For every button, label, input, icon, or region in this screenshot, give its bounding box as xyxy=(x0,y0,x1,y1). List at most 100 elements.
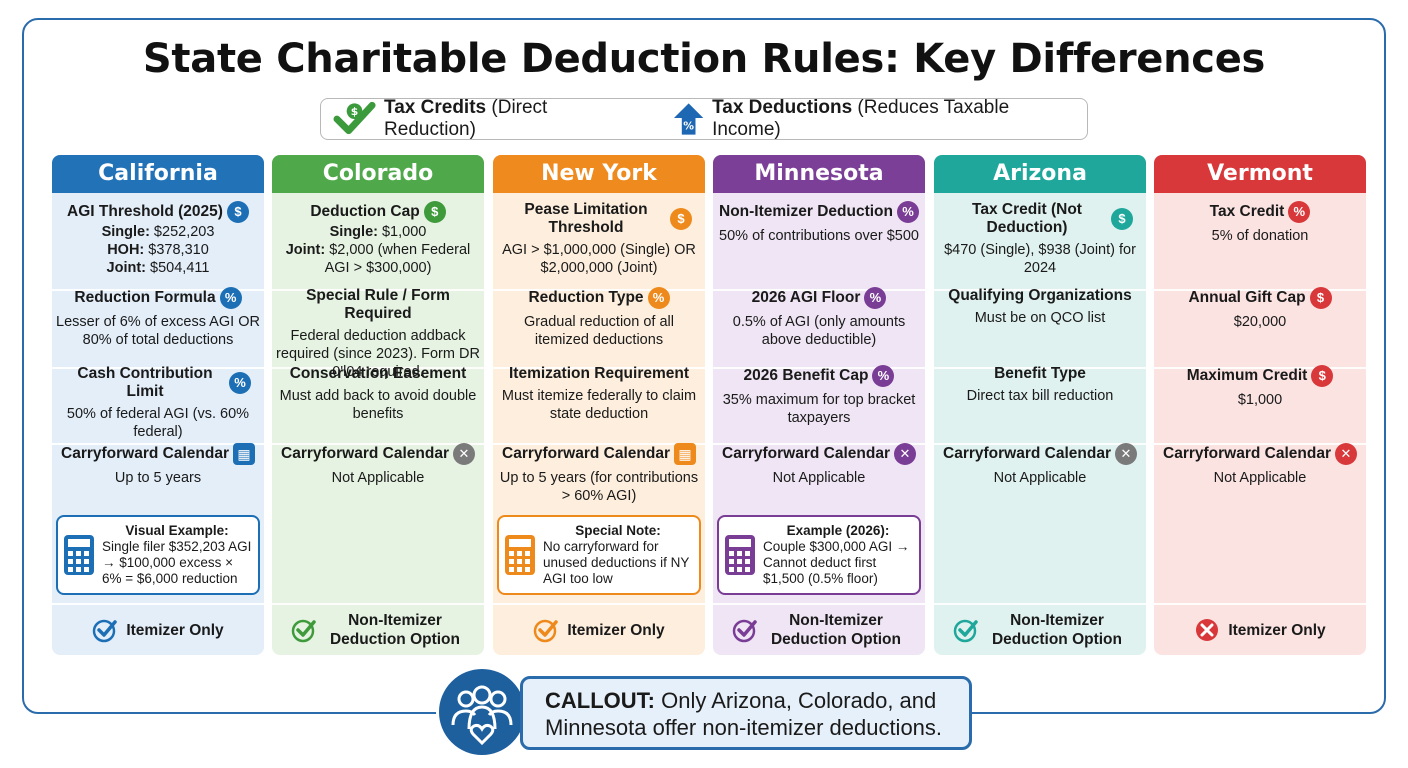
people-heart-icon xyxy=(436,666,528,758)
section-heading: 2026 Benefit Cap% xyxy=(717,365,921,387)
section-4: Carryforward Calendar ✕ Not Applicable xyxy=(934,443,1146,487)
note-text: Example (2026): Couple $300,000 AGI → Can… xyxy=(763,523,913,587)
close-icon: ✕ xyxy=(452,443,475,465)
divider xyxy=(934,289,1146,291)
section-1: AGI Threshold (2025) $ Single: $252,203 HOH… xyxy=(52,201,264,277)
bottom-label: Non-Itemizer Deduction Option xyxy=(770,612,901,648)
percent-icon: % xyxy=(864,287,887,309)
line-value: $1,000 xyxy=(377,224,427,240)
state-column-vermont: Vermont Tax Credit% 5% of donation Annual G… xyxy=(1154,155,1366,655)
check-circle-icon xyxy=(953,619,978,643)
section-heading-text: Carryforward Calendar xyxy=(502,445,670,462)
section-heading-text: Tax Credit (Not Deduction) xyxy=(972,201,1082,236)
state-column-colorado: Colorado Deduction Cap $ Single: $1,000 Join… xyxy=(272,155,484,655)
divider xyxy=(1154,443,1366,445)
section-text: 50% of contributions over $500 xyxy=(719,228,919,244)
section-heading-text: Conservation Easement xyxy=(289,365,467,382)
section-4: Carryforward Calendar ▦ Up to 5 years (for… xyxy=(493,443,705,505)
note-heading: Visual Example: xyxy=(125,523,229,538)
section-text: Lesser of 6% of excess AGI OR 80% of tot… xyxy=(56,314,260,348)
section-heading: Special Rule / Form Required xyxy=(276,287,480,323)
svg-text:%: % xyxy=(683,120,694,133)
divider xyxy=(934,443,1146,445)
check-circle-icon xyxy=(534,619,559,643)
section-heading: Carryforward Calendar ▦ xyxy=(497,443,701,465)
section-2: Special Rule / Form Required Federal dedu… xyxy=(272,287,484,381)
svg-text:$: $ xyxy=(351,105,358,118)
dollar-icon: $ xyxy=(1309,287,1332,309)
check-circle-icon xyxy=(732,619,757,643)
calendar-icon: ▦ xyxy=(232,443,255,465)
divider xyxy=(713,603,925,605)
percent-icon: % xyxy=(229,372,251,394)
divider xyxy=(1154,603,1366,605)
close-circle-icon xyxy=(1196,619,1219,641)
section-heading: Carryforward Calendar ✕ xyxy=(1158,443,1362,465)
section-1: Non-Itemizer Deduction% 50% of contributi… xyxy=(713,201,925,245)
section-text: Not Applicable xyxy=(993,470,1087,486)
section-heading-text: Qualifying Organizations xyxy=(948,287,1132,304)
section-text: Up to 5 years (for contributions > 60% A… xyxy=(499,470,699,504)
section-text: Gradual reduction of all itemized deduct… xyxy=(524,314,674,348)
divider xyxy=(52,603,264,605)
section-text: $20,000 xyxy=(1233,314,1287,330)
note-body: Single filer $352,203 AGI → $100,000 exc… xyxy=(102,539,252,586)
dollar-icon: $ xyxy=(423,201,446,223)
divider xyxy=(713,367,925,369)
section-heading-text: Carryforward Calendar xyxy=(281,445,449,462)
divider xyxy=(713,289,925,291)
section-text: Must be on QCO list xyxy=(974,310,1106,326)
dollar-icon: $ xyxy=(1111,208,1133,230)
line-value: $504,411 xyxy=(146,260,210,276)
section-text: $1,000 xyxy=(1237,392,1283,408)
divider xyxy=(52,289,264,291)
section-1: Tax Credit% 5% of donation xyxy=(1154,201,1366,245)
callout-box: CALLOUT: Only Arizona, Colorado, and Min… xyxy=(520,676,972,750)
state-header: Minnesota xyxy=(713,155,925,193)
close-icon: ✕ xyxy=(1334,443,1357,465)
section-heading: Conservation Easement xyxy=(276,365,480,383)
divider xyxy=(272,443,484,445)
check-circle-icon xyxy=(291,619,316,643)
divider xyxy=(1154,289,1366,291)
legend-credits-label: Tax Credits xyxy=(384,97,487,118)
section-text: Must add back to avoid double benefits xyxy=(279,388,477,422)
section-1: Pease Limitation Threshold $ AGI > $1,000,… xyxy=(493,201,705,277)
line-value: $378,310 xyxy=(144,242,209,258)
divider xyxy=(52,443,264,445)
page-title: State Charitable Deduction Rules: Key Di… xyxy=(142,36,1266,82)
line-value: $2,000 (when Federal AGI > $300,000) xyxy=(324,242,471,276)
note-body: Couple $300,000 AGI → Cannot deduct firs… xyxy=(763,539,910,586)
section-heading: Carryforward Calendar ✕ xyxy=(276,443,480,465)
percent-icon: % xyxy=(1288,201,1311,223)
state-column-new-york: New York Pease Limitation Threshold $ AGI >… xyxy=(493,155,705,655)
state-column-minnesota: Minnesota Non-Itemizer Deduction% 50% of c… xyxy=(713,155,925,655)
bottom-badge: Non-Itemizer Deduction Option xyxy=(934,605,1146,655)
percent-icon: % xyxy=(219,287,242,309)
bottom-label: Itemizer Only xyxy=(126,621,224,639)
bottom-badge: Non-Itemizer Deduction Option xyxy=(272,605,484,655)
section-line: Single: $1,000 xyxy=(276,223,480,241)
section-text: 50% of federal AGI (vs. 60% federal) xyxy=(66,406,250,440)
note-box: Example (2026): Couple $300,000 AGI → Can… xyxy=(717,515,921,595)
section-text: 5% of donation xyxy=(1211,228,1309,244)
calculator-icon xyxy=(505,535,535,575)
legend: $ Tax Credits (Direct Reduction) % Tax D… xyxy=(320,97,1088,140)
section-heading-text: 2026 Benefit Cap xyxy=(743,367,869,384)
divider xyxy=(934,367,1146,369)
note-heading: Example (2026): xyxy=(786,523,890,538)
section-2: Reduction Type% Gradual reduction of all … xyxy=(493,287,705,349)
section-text: 35% maximum for top bracket taxpayers xyxy=(722,392,916,426)
calendar-icon: ▦ xyxy=(673,443,696,465)
calculator-icon xyxy=(64,535,94,575)
note-body: No carryforward for unused deductions if… xyxy=(543,539,690,586)
note-text: Visual Example: Single filer $352,203 AGI… xyxy=(102,523,252,587)
line-label: Single: xyxy=(101,224,150,240)
divider xyxy=(493,603,705,605)
section-heading-text: Special Rule / Form Required xyxy=(306,287,450,322)
section-2: Reduction Formula% Lesser of 6% of excess… xyxy=(52,287,264,349)
line-value: $252,203 xyxy=(149,224,215,240)
state-header: Colorado xyxy=(272,155,484,193)
section-4: Carryforward Calendar ✕ Not Applicable xyxy=(272,443,484,487)
section-heading: Reduction Formula% xyxy=(56,287,260,309)
